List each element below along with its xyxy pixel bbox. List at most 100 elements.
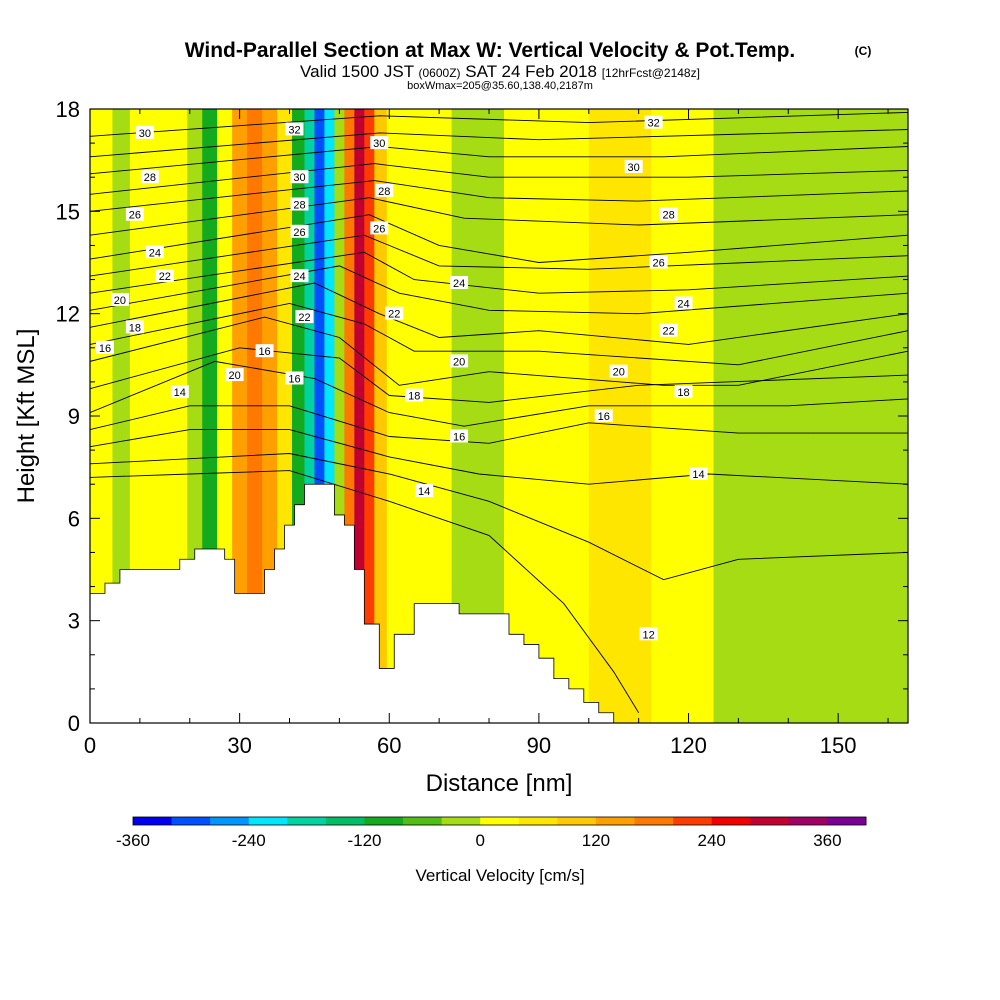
velocity-column: [364, 109, 375, 723]
contour-label-text: 16: [453, 431, 465, 443]
colorbar-swatch: [518, 817, 558, 825]
contour-label: 26: [290, 224, 309, 239]
box-info: boxWmax=205@35.60,138.40,2187m: [407, 80, 593, 92]
contour-label: 20: [450, 354, 469, 368]
contour-label: 22: [295, 310, 314, 324]
contour-label-text: 26: [373, 223, 385, 235]
velocity-column: [763, 109, 814, 723]
contour-label-bg: [405, 388, 424, 402]
contour-label: 16: [255, 344, 274, 358]
isentrope-15: [90, 405, 908, 444]
contour-label: 30: [135, 125, 154, 140]
x-tick-label: 60: [377, 733, 401, 758]
valid-prefix: Valid 1500 JST: [300, 62, 414, 81]
contour-label-text: 16: [288, 373, 300, 385]
contour-label-bg: [649, 255, 668, 269]
valid-date: SAT 24 Feb 2018: [465, 62, 597, 81]
valid-time-line: Valid 1500 JST (0600Z) SAT 24 Feb 2018 […: [300, 62, 700, 81]
colorbar-swatch: [403, 817, 443, 825]
colorbar-swatch: [827, 817, 867, 825]
velocity-column: [324, 109, 336, 723]
contour-label-bg: [689, 466, 708, 480]
contour-label-bg: [415, 484, 434, 498]
contour-label-text: 30: [293, 172, 305, 184]
velocity-column: [354, 109, 365, 723]
contour-label-text: 32: [647, 118, 659, 130]
colorbar-swatch: [595, 817, 635, 825]
isentrope-24: [90, 214, 908, 263]
x-axis-label: Distance [nm]: [426, 770, 573, 797]
contour-label-bg: [290, 197, 309, 211]
contour-label: 22: [659, 323, 678, 338]
contour-label: 22: [385, 306, 404, 321]
contour-label-text: 22: [662, 326, 674, 338]
contour-label-bg: [145, 245, 164, 259]
isentrope-22: [90, 251, 908, 294]
isentrope-30: [90, 111, 908, 137]
isentrope-13: [90, 453, 908, 581]
contour-label-bg: [659, 207, 678, 221]
contour-label-text: 22: [298, 312, 310, 324]
velocity-column: [713, 109, 764, 723]
contour-label-text: 28: [293, 200, 305, 212]
y-axis: 0 3 6 9 12 15 18: [56, 97, 908, 736]
contour-label: 24: [290, 269, 309, 283]
isentrope-20: [90, 282, 908, 345]
contour-label-text: 20: [613, 367, 625, 379]
contour-label-text: 26: [293, 227, 305, 239]
contour-label-bg: [385, 306, 404, 320]
valid-zulu: (0600Z): [419, 66, 461, 80]
contour-label-text: 30: [628, 162, 640, 174]
isentrope-12: [90, 470, 640, 714]
contour-label: 24: [674, 296, 693, 310]
contour-label-text: 16: [99, 343, 111, 355]
contour-label: 28: [375, 183, 394, 198]
contour-label-text: 14: [174, 387, 186, 399]
contour-label: 18: [125, 320, 144, 334]
colorbar-swatch: [287, 817, 327, 825]
contour-label-bg: [225, 368, 244, 382]
colorbar-tick-label: -120: [347, 831, 381, 850]
contour-label-text: 24: [677, 298, 689, 310]
y-tick-label: 18: [56, 97, 80, 122]
colorbar-tick-label: 240: [697, 831, 725, 850]
colorbar: -360 -240 -120 0 120 240 360: [116, 816, 867, 850]
contour-label-text: 24: [293, 271, 305, 283]
colorbar-swatch: [480, 817, 520, 825]
contour-label-bg: [450, 275, 469, 289]
velocity-column: [626, 109, 652, 723]
colorbar-swatch: [788, 817, 828, 825]
contour-label-bg: [285, 371, 304, 385]
x-tick-label: 120: [670, 733, 707, 758]
contour-label: 20: [110, 293, 129, 307]
velocity-column: [232, 109, 248, 723]
contour-label-text: 30: [139, 128, 151, 140]
contour-label: 22: [155, 269, 174, 283]
contour-label-bg: [295, 310, 314, 324]
contour-label: 20: [609, 364, 628, 379]
contour-label: 20: [225, 368, 244, 382]
velocity-column: [386, 109, 405, 723]
contour-label-text: 24: [453, 278, 465, 290]
isentrope-16: [90, 360, 908, 427]
contour-label: 12: [639, 627, 658, 641]
colorbar-tick-label: -240: [232, 831, 266, 850]
contour-label-bg: [290, 224, 309, 238]
velocity-column: [676, 109, 715, 723]
contour-label-text: 28: [378, 186, 390, 198]
isentrope-14: [90, 429, 908, 485]
contour-label-bg: [639, 627, 658, 641]
isentrope-25: [90, 197, 908, 236]
isentrope-19: [90, 302, 908, 366]
y-axis-label: Height [Kft MSL]: [13, 329, 40, 504]
y-tick-label: 3: [68, 609, 80, 634]
plot-area: 30 28 26 24 22 20 18 16 14 20 16 16 32 30 28 26 24 22 30 28…: [56, 97, 909, 758]
contour-label-bg: [370, 136, 389, 150]
x-tick-label: 90: [527, 733, 551, 758]
contour-label-text: 30: [373, 138, 385, 150]
contour-label: 28: [659, 207, 678, 222]
contour-labels: 30 28 26 24 22 20 18 16 14 20 16 16 32 30 28 26 24 22 30 28…: [95, 115, 708, 641]
contour-label: 24: [145, 245, 164, 259]
contour-label-bg: [255, 344, 274, 358]
